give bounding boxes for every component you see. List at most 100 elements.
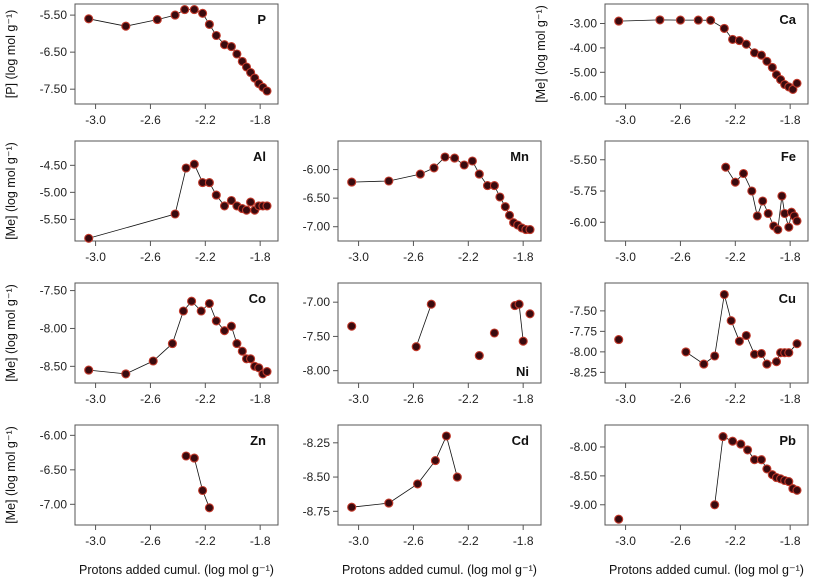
y-tick-label: -8.50 [570, 469, 598, 483]
data-point [384, 498, 394, 508]
data-point [738, 168, 749, 179]
y-tick-label: -5.00 [570, 65, 598, 79]
x-tick-label: -1.8 [780, 534, 801, 548]
y-tick-label: -7.50 [303, 329, 331, 343]
x-tick-label: -2.6 [140, 392, 161, 406]
panel-al: -4.50 -5.00 -5.50 -3.0 -2.6 -2.2 -1.8 Al [Me] (l… [4, 140, 279, 264]
data-point [792, 216, 802, 226]
data-point [474, 351, 484, 361]
x-tick-label: -2.2 [195, 392, 216, 406]
y-tick-label: -5.50 [40, 212, 68, 226]
x-tick-label: -2.2 [458, 250, 479, 264]
panel-p: -5.50 -6.50 -7.50 -3.0 -2.6 -2.2 -1.8 P [P] (log… [4, 3, 279, 127]
x-tick-label: -3.0 [85, 534, 106, 548]
data-point [187, 296, 197, 306]
data-point [756, 348, 766, 359]
data-point [514, 299, 524, 309]
x-tick-label: -1.8 [513, 534, 534, 548]
plot-frame [604, 282, 809, 384]
data-point [198, 485, 208, 496]
x-tick-label: -2.2 [725, 534, 746, 548]
data-point [681, 347, 691, 357]
y-axis-title: [P] (log mol g⁻¹) [4, 10, 18, 99]
data-point [219, 201, 230, 211]
element-label: Ca [779, 12, 796, 27]
x-axis-title: Protons added cumul. (log mol g⁻¹) [609, 563, 804, 577]
plot-frame [74, 3, 279, 105]
data-point [178, 306, 188, 316]
y-tick-label: -7.50 [40, 82, 68, 96]
data-point [655, 15, 665, 25]
x-tick-label: -2.6 [403, 392, 424, 406]
y-tick-label: -8.50 [303, 470, 331, 484]
data-point [758, 196, 768, 206]
data-point [763, 208, 773, 219]
x-tick-label: -3.0 [85, 113, 106, 127]
x-tick-label: -2.6 [670, 113, 691, 127]
data-point [237, 346, 247, 356]
data-point [734, 36, 744, 46]
x-tick-label: -2.6 [140, 113, 161, 127]
data-point [262, 367, 272, 377]
x-tick-label: -2.6 [670, 392, 691, 406]
data-point [467, 156, 477, 166]
x-tick-label: -3.0 [348, 392, 369, 406]
data-point [198, 8, 208, 18]
y-tick-label: -3.00 [570, 17, 598, 31]
y-tick-label: -6.00 [303, 163, 331, 177]
x-tick-label: -1.8 [780, 250, 801, 264]
x-tick-label: -2.2 [458, 392, 479, 406]
data-point [728, 436, 738, 446]
x-axis-title: Protons added cumul. (log mol g⁻¹) [79, 563, 274, 577]
data-point [204, 178, 214, 188]
x-tick-label: -3.0 [615, 113, 636, 127]
y-tick-label: -4.50 [40, 158, 68, 172]
y-tick-label: -5.50 [40, 8, 68, 22]
y-tick-label: -7.75 [570, 324, 598, 338]
data-point [167, 339, 177, 349]
x-tick-label: -3.0 [85, 392, 106, 406]
data-point [771, 357, 782, 367]
element-label: Mn [510, 149, 529, 164]
plot-frame [74, 282, 279, 384]
y-axis-title: [Me] (log mol g⁻¹) [4, 284, 18, 382]
data-point [773, 225, 783, 235]
x-tick-label: -3.0 [615, 392, 636, 406]
data-point [792, 485, 802, 495]
y-axis-title: [Me] (log mol g⁻¹) [534, 5, 548, 103]
data-point [180, 5, 190, 15]
data-point [719, 23, 729, 33]
data-point [747, 186, 757, 196]
data-point [762, 464, 772, 474]
y-tick-label: -7.50 [570, 304, 598, 318]
data-point [440, 152, 450, 162]
element-label: Al [253, 149, 266, 164]
x-tick-label: -2.2 [195, 113, 216, 127]
plot-frame [74, 140, 279, 242]
x-tick-label: -1.8 [250, 392, 271, 406]
data-point [459, 160, 469, 170]
data-point [777, 191, 787, 201]
y-tick-label: -8.75 [303, 504, 331, 518]
y-tick-label: -6.50 [40, 45, 68, 59]
y-tick-label: -8.00 [40, 321, 68, 335]
data-point [411, 342, 421, 352]
data-point [762, 359, 772, 369]
x-axis-title: Protons added cumul. (log mol g⁻¹) [342, 563, 537, 577]
element-label: Pb [779, 433, 796, 448]
element-label: Cd [512, 433, 529, 448]
data-point [232, 49, 242, 59]
data-point [718, 432, 728, 442]
data-point [204, 298, 214, 309]
y-tick-label: -5.50 [570, 153, 598, 167]
data-point [204, 19, 214, 29]
data-point [726, 316, 736, 326]
x-tick-label: -3.0 [615, 250, 636, 264]
data-point [413, 479, 423, 489]
data-point [246, 354, 256, 364]
x-tick-label: -2.6 [140, 534, 161, 548]
data-point [710, 351, 720, 361]
data-point [489, 328, 499, 338]
data-point [706, 15, 716, 25]
x-tick-label: -2.6 [403, 534, 424, 548]
